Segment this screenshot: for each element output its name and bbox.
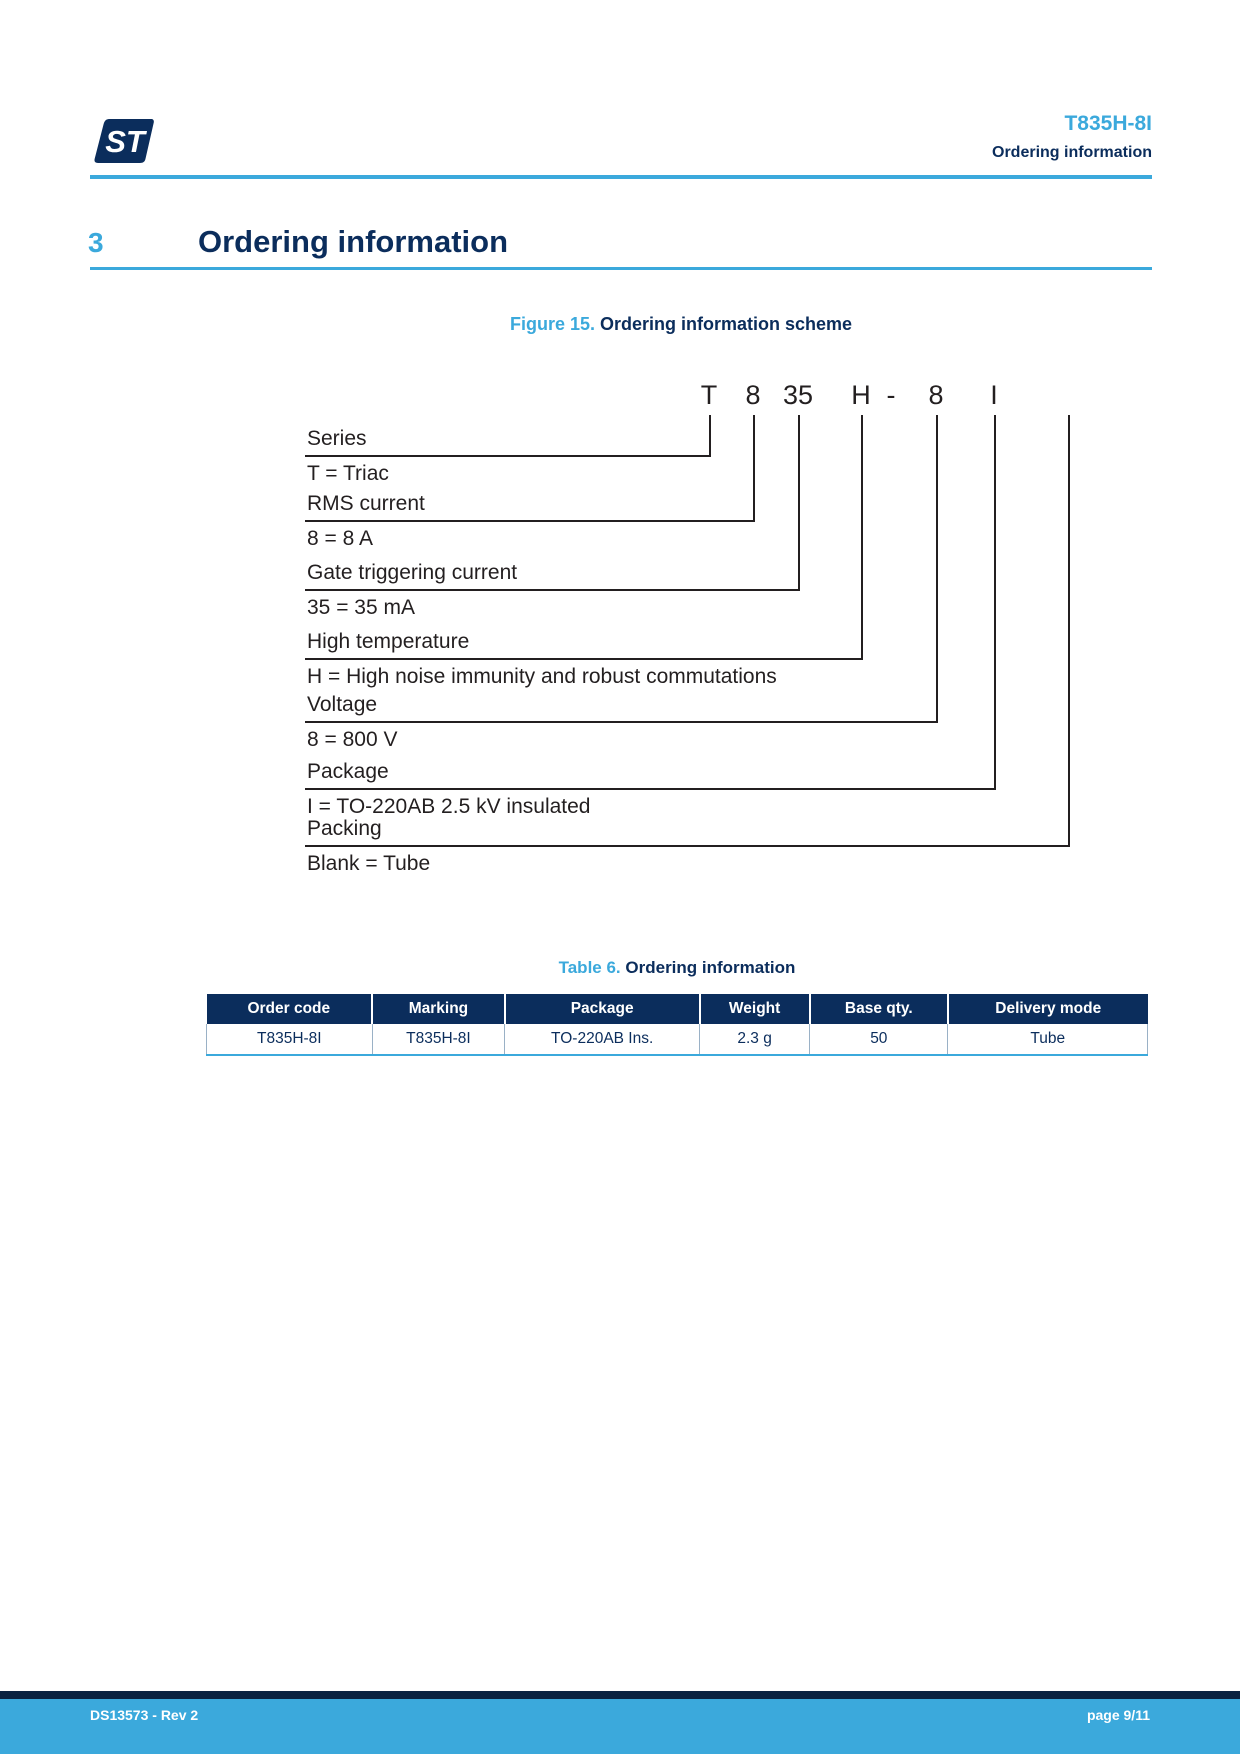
cell-base-qty: 50	[809, 1024, 949, 1056]
section-underline	[90, 267, 1152, 270]
cell-order-code: T835H-8I	[206, 1024, 373, 1056]
ordering-table: Order code Marking Package Weight Base q…	[206, 994, 1148, 1056]
st-logo-icon: ST	[94, 119, 154, 163]
figure-caption-prefix: Figure 15.	[509, 314, 595, 334]
cell-weight: 2.3 g	[699, 1024, 811, 1056]
underline-gate	[305, 589, 800, 591]
code-char-voltage: 8	[928, 380, 944, 410]
header-section-name: Ordering information	[992, 144, 1152, 161]
cell-marking: T835H-8I	[371, 1024, 506, 1056]
code-char-package: I	[990, 380, 998, 410]
cell-delivery-mode: Tube	[947, 1024, 1148, 1056]
code-char-separator: -	[886, 380, 896, 410]
diagram-value-gate: 35 = 35 mA	[307, 596, 415, 619]
diagram-value-packing: Blank = Tube	[307, 852, 431, 875]
connector-line-packing	[1068, 415, 1070, 847]
underline-series	[305, 455, 711, 457]
footer-page-number: page 9/11	[1086, 1707, 1150, 1723]
cell-package: TO-220AB Ins.	[504, 1024, 701, 1056]
connector-line-series	[709, 415, 711, 457]
code-char-series: T	[700, 380, 718, 410]
underline-rms	[305, 520, 755, 522]
header-product-name: T835H-8I	[1064, 112, 1152, 135]
diagram-value-hightemp: H = High noise immunity and robust commu…	[307, 665, 777, 688]
diagram-label-packing: Packing	[307, 817, 382, 840]
diagram-value-rms: 8 = 8 A	[307, 527, 373, 550]
section-number: 3	[88, 227, 104, 258]
footer-navy-bar	[0, 1691, 1240, 1699]
column-header-order-code: Order code	[206, 994, 373, 1024]
underline-hightemp	[305, 658, 863, 660]
underline-voltage	[305, 721, 938, 723]
connector-line-voltage	[936, 415, 938, 723]
underline-package	[305, 788, 996, 790]
footer-doc-ref: DS13573 - Rev 2	[90, 1707, 199, 1723]
connector-line-hightemp	[861, 415, 863, 660]
table-caption-title: Ordering information	[625, 958, 796, 977]
diagram-value-series: T = Triac	[307, 462, 389, 485]
table-caption-prefix: Table 6.	[558, 958, 621, 977]
st-logo-text: ST	[105, 124, 148, 159]
code-char-rms: 8	[745, 380, 761, 410]
column-header-package: Package	[503, 994, 700, 1024]
diagram-label-package: Package	[307, 760, 389, 783]
diagram-value-package: I = TO-220AB 2.5 kV insulated	[307, 795, 591, 818]
connector-line-gate	[798, 415, 800, 591]
figure-caption: Figure 15. Ordering information scheme	[210, 314, 1152, 335]
table-caption: Table 6. Ordering information	[206, 958, 1148, 978]
diagram-label-hightemp: High temperature	[307, 630, 470, 653]
code-char-gate: 35	[782, 380, 814, 410]
column-header-weight: Weight	[698, 994, 810, 1024]
connector-line-package	[994, 415, 996, 790]
code-char-hightemp: H	[851, 380, 871, 410]
section-title: Ordering information	[198, 224, 508, 259]
table-row: T835H-8I T835H-8I TO-220AB Ins. 2.3 g 50…	[206, 1024, 1148, 1056]
footer-blue-bar	[0, 1699, 1240, 1754]
diagram-value-voltage: 8 = 800 V	[307, 728, 398, 751]
underline-packing	[305, 845, 1070, 847]
figure-caption-title: Ordering information scheme	[600, 314, 853, 334]
diagram-label-voltage: Voltage	[307, 693, 378, 716]
table-header-row: Order code Marking Package Weight Base q…	[206, 994, 1148, 1024]
diagram-label-gate: Gate triggering current	[307, 561, 518, 584]
column-header-marking: Marking	[371, 994, 505, 1024]
header-rule	[90, 175, 1152, 179]
column-header-delivery-mode: Delivery mode	[946, 994, 1148, 1024]
column-header-base-qty: Base qty.	[808, 994, 948, 1024]
diagram-label-series: Series	[307, 427, 367, 450]
connector-line-rms	[753, 415, 755, 522]
diagram-label-rms: RMS current	[307, 492, 425, 515]
